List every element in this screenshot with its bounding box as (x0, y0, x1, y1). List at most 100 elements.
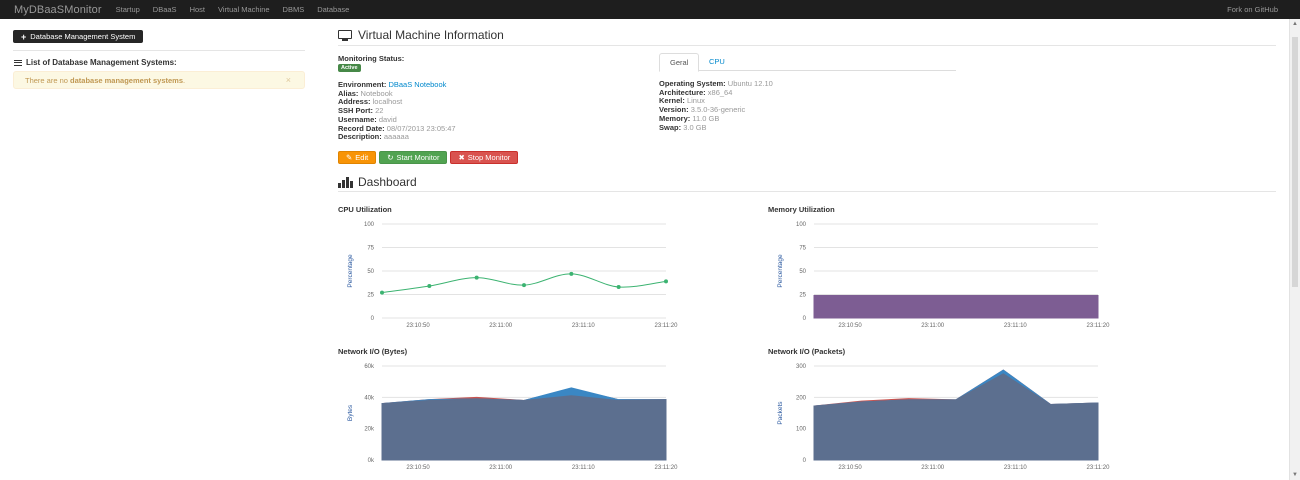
data-point (427, 284, 432, 289)
alert-text-suffix: . (183, 76, 186, 85)
nav-dbms[interactable]: DBMS (282, 5, 305, 14)
x-tick-label: 23:10:50 (838, 465, 862, 471)
data-point (380, 290, 384, 295)
stop-monitor-button[interactable]: ✖ Stop Monitor (450, 151, 519, 164)
data-point (616, 284, 621, 289)
vm-action-buttons: ✎ Edit ↻ Start Monitor ✖ Stop Monitor (338, 151, 519, 164)
data-point (569, 271, 574, 276)
vm-info-title-text: Virtual Machine Information (358, 28, 504, 42)
sys-operating-system: Operating System: Ubuntu 12.10 (659, 79, 773, 89)
edit-button[interactable]: ✎ Edit (338, 151, 377, 164)
data-point (522, 283, 526, 288)
sys-label: Swap: (659, 122, 682, 132)
detail-label: Record Date: (338, 123, 385, 133)
close-icon[interactable]: × (285, 75, 291, 85)
data-point (474, 275, 479, 280)
environment-link[interactable]: DBaaS Notebook (388, 80, 447, 89)
series-area (813, 294, 1099, 319)
detail-value: localhost (372, 97, 403, 107)
dbms-list-heading: List of Database Management Systems: (14, 58, 177, 67)
vm-tabs: Geral CPU (659, 53, 956, 72)
y-axis-label: Percentage (347, 254, 354, 288)
detail-value: Notebook (360, 88, 393, 98)
vm-info-title: Virtual Machine Information (338, 28, 504, 42)
x-tick-label: 23:10:50 (406, 465, 430, 471)
y-axis-label: Packets (777, 401, 784, 425)
y-tick-label: 0 (803, 316, 807, 322)
x-tick-label: 23:11:20 (1087, 465, 1111, 471)
status-badge: Active (338, 64, 361, 72)
dbms-list-heading-text: List of Database Management Systems: (26, 58, 177, 67)
sys-value: Ubuntu 12.10 (727, 79, 773, 88)
x-tick-label: 23:11:10 (1004, 465, 1028, 471)
dashboard-title: Dashboard (338, 175, 417, 189)
list-icon (14, 59, 22, 66)
y-tick-label: 40k (364, 395, 375, 401)
monitoring-status-label: Monitoring Status: (338, 54, 405, 63)
nav-dbaas[interactable]: DBaaS (152, 5, 177, 14)
detail-label: Alias: (338, 88, 359, 98)
tab-geral[interactable]: Geral (659, 53, 700, 72)
y-axis-label: Percentage (777, 254, 784, 288)
x-tick-label: 23:11:10 (1004, 323, 1028, 329)
brand-logo[interactable]: MyDBaaSMonitor (14, 3, 102, 16)
nav-startup[interactable]: Startup (115, 5, 140, 14)
sys-value: x86_64 (707, 87, 733, 97)
y-tick-label: 0 (803, 458, 807, 464)
sys-version: Version: 3.5.0-36-generic (659, 105, 773, 115)
y-tick-label: 0 (371, 316, 375, 322)
detail-address: Address: localhost (338, 98, 456, 107)
add-dbms-button[interactable]: + Database Management System (13, 30, 144, 43)
y-tick-label: 200 (796, 395, 807, 401)
scroll-up-arrow-icon[interactable]: ▲ (1292, 21, 1298, 27)
bar-chart-icon (338, 176, 353, 188)
nav-virtual-machine[interactable]: Virtual Machine (217, 5, 270, 14)
tab-cpu[interactable]: CPU (709, 57, 725, 66)
detail-label: Description: (338, 132, 382, 142)
y-tick-label: 50 (367, 269, 374, 275)
memory-chart-title: Memory Utilization (768, 205, 835, 214)
pencil-icon: ✎ (346, 153, 353, 162)
sys-kernel: Kernel: Linux (659, 97, 773, 106)
nav-host[interactable]: Host (189, 5, 205, 14)
detail-description: Description: aaaaaa (338, 132, 456, 142)
y-axis-label: Bytes (347, 404, 354, 421)
start-monitor-button[interactable]: ↻ Start Monitor (379, 151, 448, 164)
x-tick-label: 23:10:50 (406, 323, 430, 329)
x-tick-label: 23:11:10 (572, 323, 596, 329)
detail-alias: Alias: Notebook (338, 88, 456, 99)
edit-button-label: Edit (355, 153, 369, 162)
monitor-icon (338, 29, 352, 41)
detail-value: 22 (375, 106, 384, 116)
sys-label: Version: (659, 105, 689, 115)
x-icon: ✖ (458, 153, 465, 162)
y-tick-label: 20k (364, 427, 375, 433)
detail-label: Address: (338, 97, 371, 107)
network-packets-chart-title: Network I/O (Packets) (768, 347, 846, 356)
network-bytes-chart-title: Network I/O (Bytes) (338, 347, 408, 356)
x-tick-label: 23:11:20 (1087, 323, 1111, 329)
y-tick-label: 300 (796, 364, 807, 370)
y-tick-label: 50 (799, 269, 806, 275)
plus-icon: + (21, 31, 27, 42)
y-tick-label: 100 (364, 222, 375, 228)
x-tick-label: 23:11:00 (921, 323, 945, 329)
y-tick-label: 60k (364, 364, 375, 370)
top-navbar: MyDBaaSMonitor Startup DBaaS Host Virtua… (0, 0, 1300, 19)
alert-text-prefix: There are no (25, 76, 71, 85)
vertical-scrollbar[interactable]: ▲ ▼ (1289, 19, 1300, 480)
add-dbms-button-label: Database Management System (30, 32, 136, 41)
fork-on-github-link[interactable]: Fork on GitHub (1227, 5, 1278, 14)
sys-label: Architecture: (659, 87, 706, 97)
detail-value: david (378, 114, 397, 124)
scroll-down-arrow-icon[interactable]: ▼ (1292, 472, 1298, 478)
series-area (381, 395, 667, 461)
x-tick-label: 23:11:20 (655, 465, 679, 471)
nav-database[interactable]: Database (317, 5, 350, 14)
y-tick-label: 0k (368, 458, 375, 464)
stop-monitor-button-label: Stop Monitor (467, 153, 511, 162)
scrollbar-thumb[interactable] (1292, 37, 1298, 287)
sys-value: 3.5.0-36-generic (690, 105, 746, 115)
detail-label: SSH Port: (338, 106, 374, 116)
y-tick-label: 25 (799, 293, 806, 299)
